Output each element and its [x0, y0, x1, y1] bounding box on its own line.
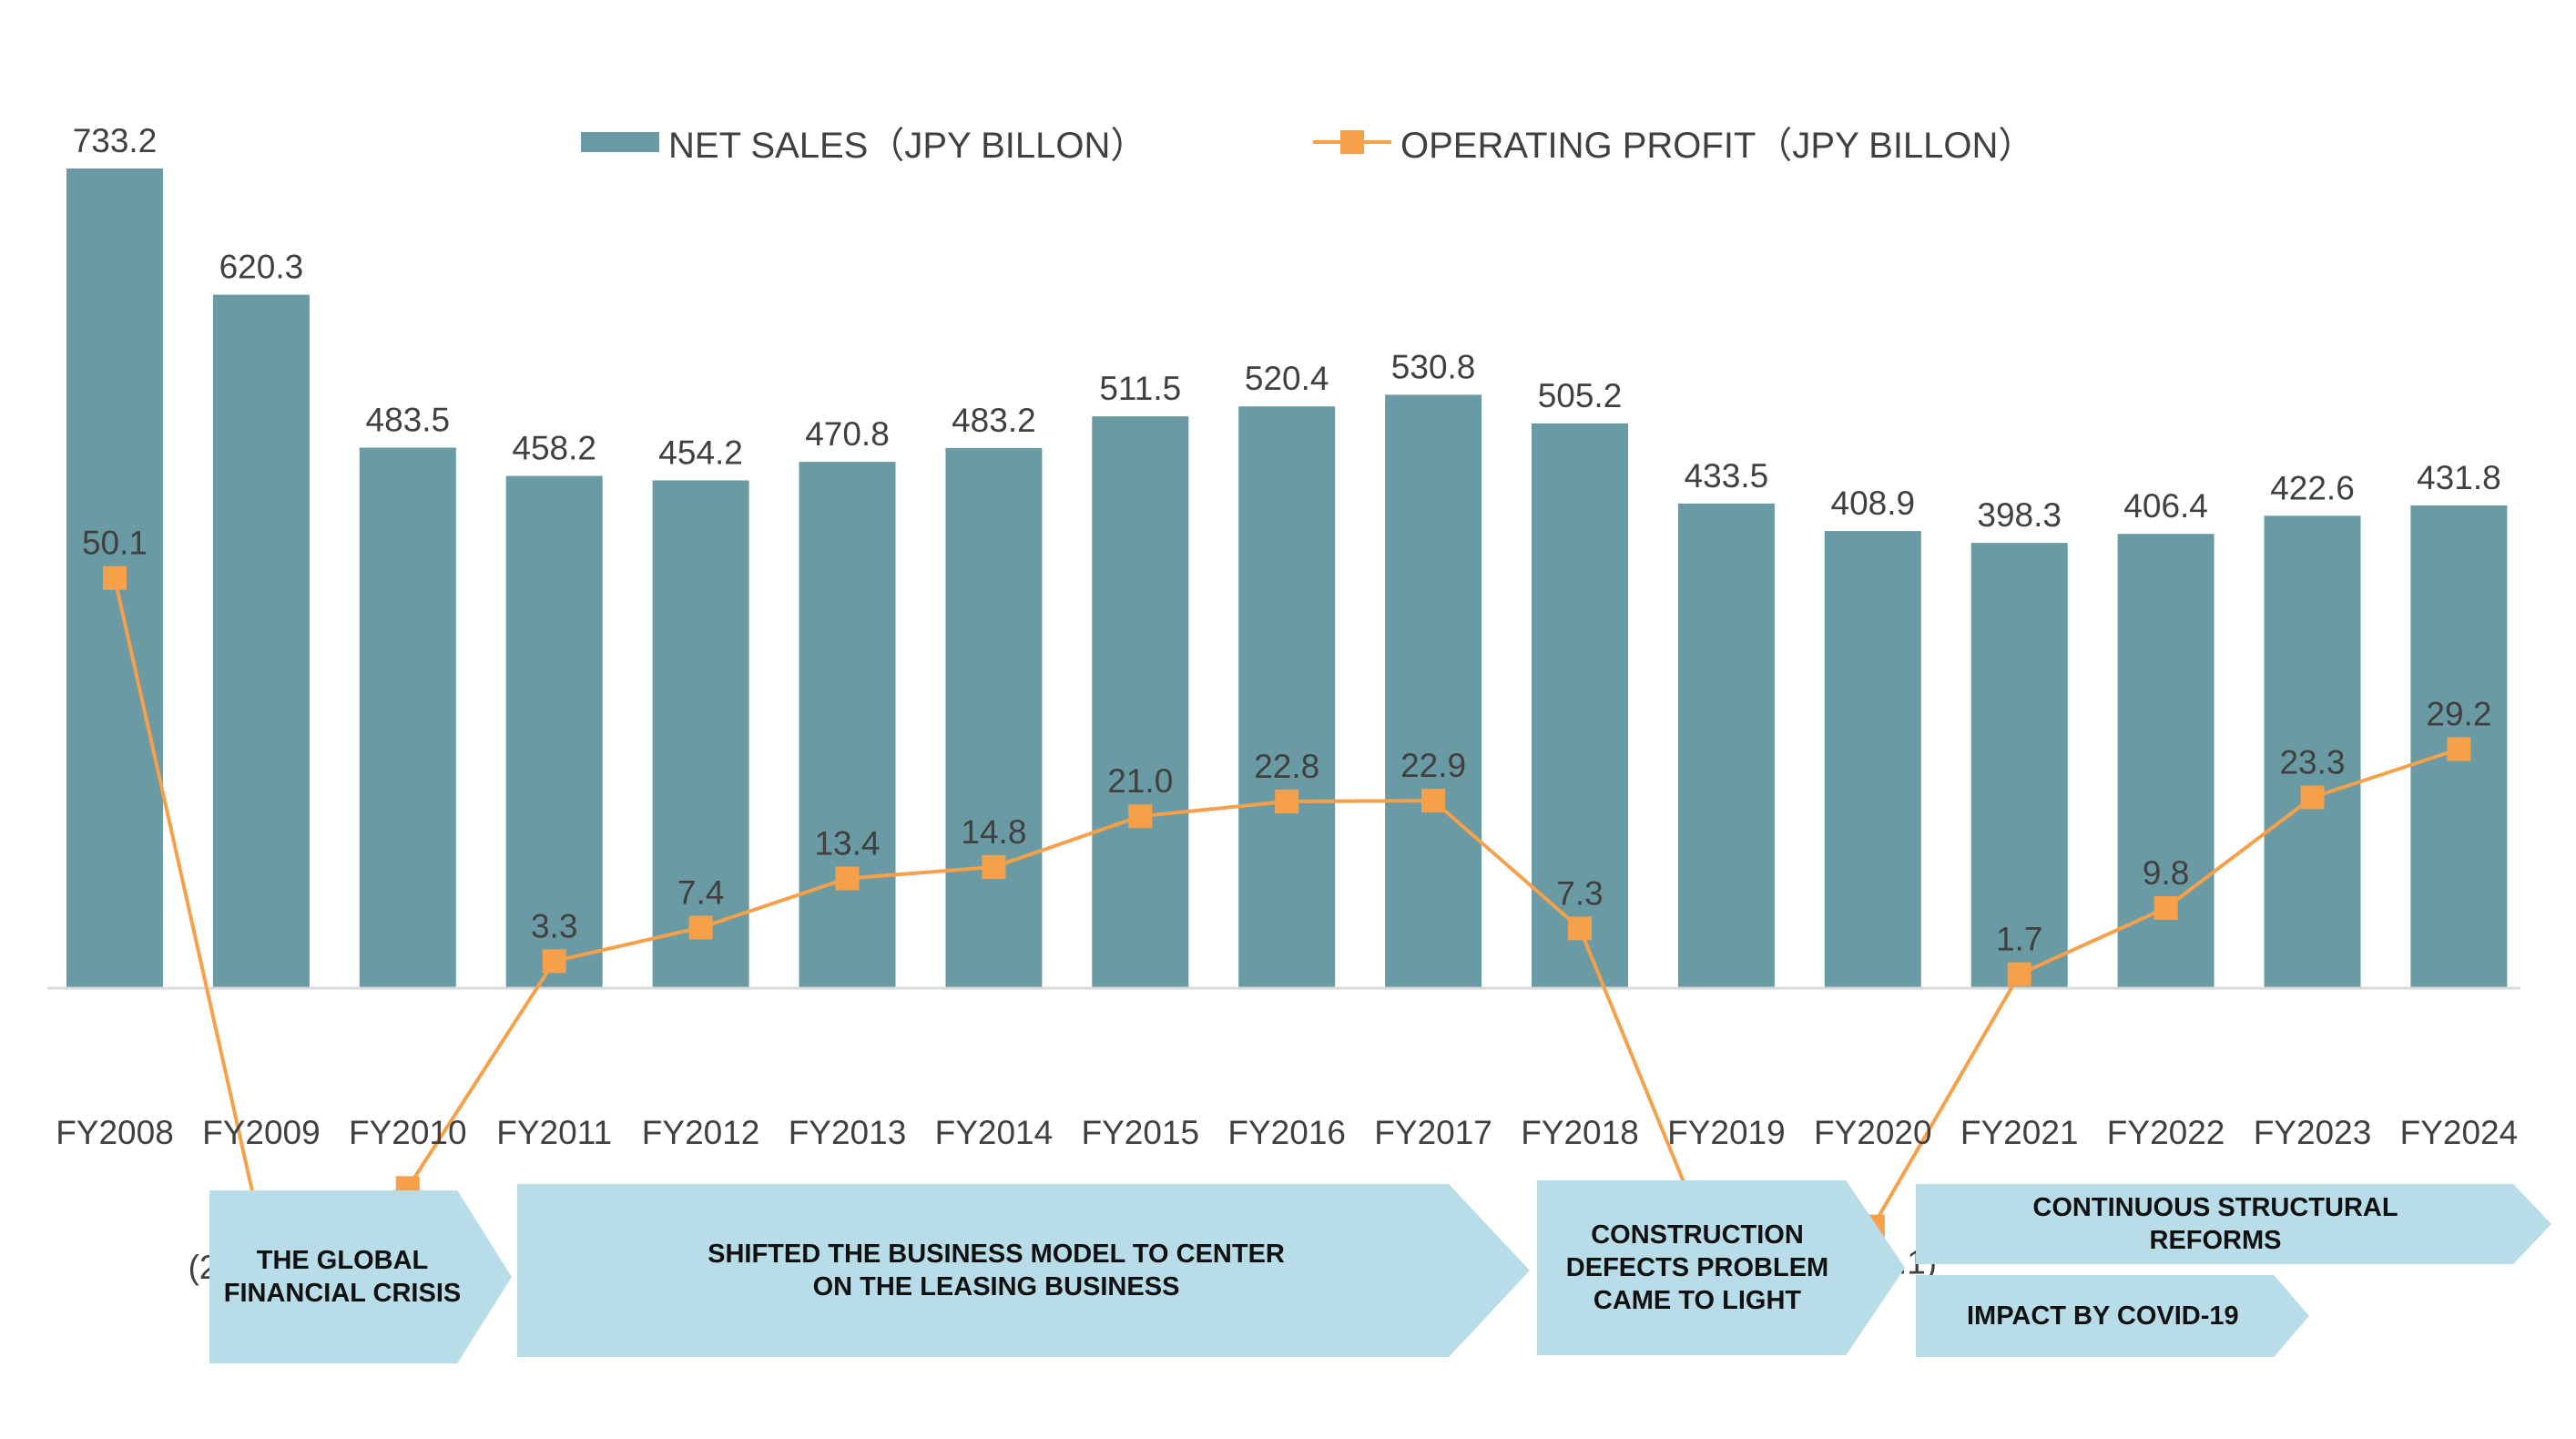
- bars-layer: [66, 168, 2508, 988]
- net-sales-bar-FY2015: [1092, 416, 1189, 988]
- annotation-covid-19-text: IMPACT BY COVID-19: [1967, 1301, 2239, 1331]
- net-sales-label-FY2021: 398.3: [1977, 496, 2062, 534]
- net-sales-bar-FY2012: [652, 480, 749, 988]
- annotation-business-model-shift: SHIFTED THE BUSINESS MODEL TO CENTER ON …: [517, 1184, 1530, 1357]
- net-sales-bar-FY2023: [2264, 515, 2361, 988]
- net-sales-bar-FY2019: [1677, 503, 1775, 988]
- operating-profit-label-FY2024: 29.2: [2426, 695, 2491, 732]
- net-sales-label-FY2012: 454.2: [658, 434, 743, 471]
- net-sales-bar-FY2022: [2117, 534, 2215, 988]
- profit-line-layer: [103, 566, 2471, 1299]
- annotation-business-model-shift-text: SHIFTED THE BUSINESS MODEL TO CENTER ON …: [708, 1239, 1285, 1301]
- operating-profit-marker-FY2018: [1568, 916, 1592, 941]
- x-tick-label-FY2016: FY2016: [1227, 1114, 1346, 1151]
- net-sales-label-FY2010: 483.5: [366, 402, 451, 439]
- operating-profit-marker-FY2024: [2447, 737, 2471, 761]
- x-tick-label-FY2021: FY2021: [1960, 1114, 2079, 1151]
- x-tick-label-FY2014: FY2014: [935, 1114, 1054, 1151]
- net-sales-label-FY2019: 433.5: [1685, 457, 1769, 495]
- operating-profit-marker-FY2012: [688, 915, 713, 940]
- operating-profit-marker-FY2013: [835, 866, 860, 891]
- x-tick-label-FY2011: FY2011: [496, 1114, 612, 1151]
- x-tick-label-FY2009: FY2009: [202, 1114, 321, 1151]
- annotation-structural-reforms: CONTINUOUS STRUCTURAL REFORMS: [1916, 1184, 2551, 1264]
- operating-profit-label-FY2016: 22.8: [1254, 748, 1319, 785]
- operating-profit-label-FY2021: 1.7: [1996, 921, 2042, 958]
- operating-profit-marker-FY2021: [2007, 962, 2031, 986]
- net-sales-label-FY2018: 505.2: [1538, 377, 1623, 414]
- annotation-structural-reforms-text: CONTINUOUS STRUCTURAL REFORMS: [2032, 1192, 2398, 1255]
- x-tick-label-FY2019: FY2019: [1667, 1114, 1786, 1151]
- legend-net-sales: NET SALES（JPY BILLON）: [581, 117, 1146, 168]
- net-sales-swatch: [581, 132, 659, 152]
- net-sales-bar-FY2014: [945, 447, 1043, 988]
- annotation-construction-defects: CONSTRUCTION DEFECTS PROBLEM CAME TO LIG…: [1537, 1180, 1905, 1355]
- net-sales-label-FY2020: 408.9: [1831, 485, 1916, 522]
- annotation-global-financial-crisis-text: THE GLOBAL FINANCIAL CRISIS: [223, 1245, 462, 1308]
- x-tick-label-FY2022: FY2022: [2107, 1114, 2225, 1151]
- net-sales-label-FY2014: 483.2: [952, 402, 1036, 439]
- operating-profit-marker-FY2015: [1128, 804, 1153, 829]
- operating-profit-marker-FY2023: [2300, 785, 2325, 810]
- net-sales-label-FY2023: 422.6: [2270, 469, 2355, 506]
- net-sales-bar-FY2010: [359, 447, 456, 988]
- x-tick-label-FY2010: FY2010: [349, 1114, 467, 1151]
- x-tick-label-FY2018: FY2018: [1521, 1114, 1639, 1151]
- operating-profit-marker-FY2008: [103, 566, 127, 590]
- legend-net-sales-label: NET SALES（JPY BILLON）: [668, 126, 1147, 166]
- operating-profit-marker-FY2011: [542, 949, 566, 974]
- x-tick-label-FY2012: FY2012: [642, 1114, 760, 1151]
- net-sales-label-FY2017: 530.8: [1391, 348, 1476, 385]
- net-sales-bar-FY2009: [212, 294, 310, 988]
- net-sales-label-FY2016: 520.4: [1245, 360, 1329, 397]
- operating-profit-label-FY2018: 7.3: [1556, 874, 1603, 912]
- net-sales-bar-FY2016: [1238, 406, 1336, 988]
- x-tick-label-FY2013: FY2013: [789, 1114, 907, 1151]
- operating-profit-marker-FY2014: [982, 854, 1006, 879]
- x-tick-label-FY2015: FY2015: [1082, 1114, 1200, 1151]
- operating-profit-label-FY2014: 14.8: [961, 813, 1026, 851]
- net-sales-label-FY2015: 511.5: [1099, 370, 1181, 407]
- operating-profit-swatch: [1313, 128, 1391, 156]
- x-tick-labels-layer: FY2008 FY2009 FY2010 FY2011 FY2012 FY2013 FY20…: [56, 1114, 2518, 1151]
- net-sales-label-FY2008: 733.2: [73, 122, 158, 159]
- legend-operating-profit: OPERATING PROFIT（JPY BILLON）: [1313, 117, 2034, 168]
- operating-profit-label-FY2008: 50.1: [82, 525, 148, 562]
- x-tick-label-FY2017: FY2017: [1374, 1114, 1492, 1151]
- net-sales-bar-FY2018: [1532, 423, 1628, 988]
- operating-profit-marker-FY2022: [2153, 895, 2178, 920]
- net-sales-bar-FY2021: [1970, 543, 2068, 988]
- net-sales-label-FY2011: 458.2: [512, 430, 596, 467]
- operating-profit-label-FY2022: 9.8: [2143, 854, 2189, 892]
- operating-profit-marker-FY2016: [1275, 790, 1299, 814]
- net-sales-label-FY2022: 406.4: [2123, 487, 2208, 525]
- operating-profit-label-FY2023: 23.3: [2279, 744, 2345, 781]
- operating-profit-label-FY2012: 7.4: [677, 873, 724, 911]
- x-tick-label-FY2020: FY2020: [1814, 1114, 1932, 1151]
- x-tick-label-FY2008: FY2008: [56, 1114, 174, 1151]
- net-sales-bar-FY2011: [505, 475, 603, 988]
- operating-profit-label-FY2011: 3.3: [531, 907, 577, 944]
- annotation-construction-defects-text: CONSTRUCTION DEFECTS PROBLEM CAME TO LIG…: [1565, 1220, 1829, 1316]
- x-tick-label-FY2023: FY2023: [2254, 1114, 2372, 1151]
- operating-profit-label-FY2013: 13.4: [814, 825, 880, 862]
- operating-profit-marker-FY2017: [1421, 789, 1446, 813]
- net-sales-label-FY2009: 620.3: [219, 249, 304, 286]
- annotation-global-financial-crisis: THE GLOBAL FINANCIAL CRISIS: [209, 1190, 512, 1363]
- legend-operating-profit-label: OPERATING PROFIT（JPY BILLON）: [1400, 126, 2035, 166]
- net-sales-bar-FY2017: [1385, 394, 1482, 988]
- net-sales-bar-FY2013: [799, 462, 896, 988]
- annotation-covid-19: IMPACT BY COVID-19: [1916, 1275, 2309, 1357]
- net-sales-bar-FY2020: [1824, 531, 1921, 988]
- net-sales-label-FY2013: 470.8: [805, 415, 890, 453]
- operating-profit-label-FY2017: 22.9: [1400, 747, 1466, 784]
- x-tick-label-FY2024: FY2024: [2400, 1114, 2519, 1151]
- net-sales-label-FY2024: 431.8: [2417, 459, 2501, 496]
- operating-profit-label-FY2015: 21.0: [1107, 762, 1173, 800]
